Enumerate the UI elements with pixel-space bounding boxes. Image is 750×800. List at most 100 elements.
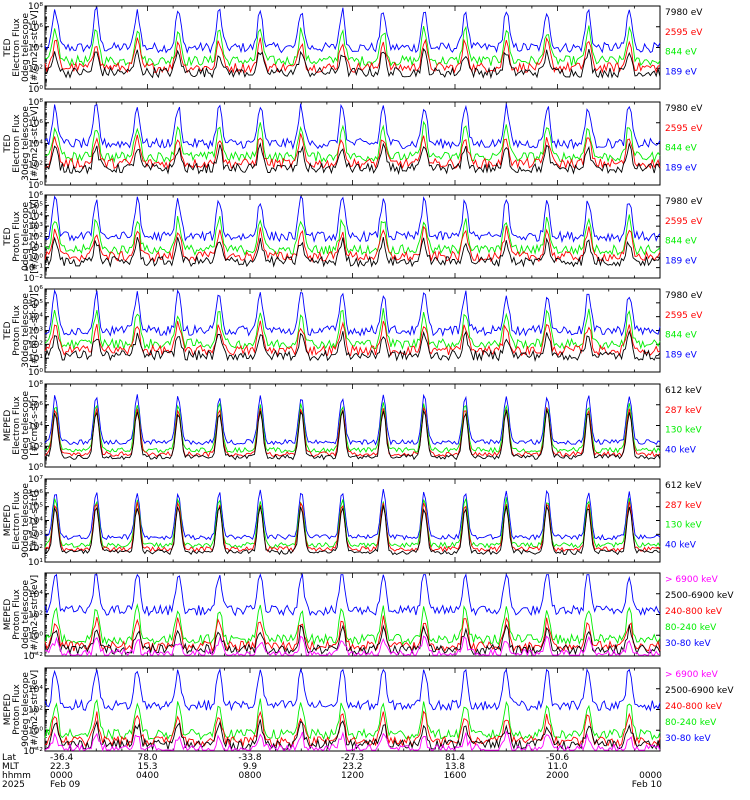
series-trace <box>44 572 661 617</box>
legend-entry: 189 eV <box>665 163 698 173</box>
series-trace <box>44 308 661 351</box>
y-tick-label: 10³ <box>28 530 43 540</box>
y-axis-label-line: 0deg telescope <box>21 202 31 272</box>
y-axis-label-line: [#/cm2-s-str-eV] <box>30 10 40 85</box>
y-axis-label-line: [#/cm2-s-str-keV] <box>30 575 40 654</box>
y-axis-label-line: 0deg telescope <box>21 580 31 650</box>
y-tick-label: 10² <box>28 611 43 621</box>
footer-cell: 1600 <box>444 771 467 781</box>
legend-entry: 844 eV <box>665 144 698 154</box>
legend-entry: 2595 eV <box>665 28 703 38</box>
y-axis-label-line: Proton Flux <box>12 684 22 735</box>
y-tick-label: 10² <box>28 233 43 243</box>
footer-cell: 81.4 <box>445 753 465 763</box>
series-trace <box>44 236 661 268</box>
footer-cell: Feb 10 <box>632 780 663 790</box>
y-axis-label-line: [#/cm2-s-str-eV] <box>30 199 40 274</box>
y-tick-label: 10² <box>28 64 43 74</box>
y-axis-label-line: 90deg telescope <box>21 483 31 558</box>
legend-entry: 2595 eV <box>665 217 703 227</box>
legend-entry: 189 eV <box>665 256 698 266</box>
legend-entry: 2595 eV <box>665 311 703 321</box>
footer-cell: 1200 <box>341 771 364 781</box>
legend-entry: 7980 eV <box>665 104 703 114</box>
legend-entry: 844 eV <box>665 237 698 247</box>
legend-entry: 2500-6900 keV <box>665 686 734 696</box>
y-tick-label: 10⁴ <box>28 422 43 432</box>
y-tick-label: 10² <box>28 160 43 170</box>
footer-cell: 0800 <box>239 771 262 781</box>
panel-8: 10⁻² 10⁰ 10² 10⁴ MEPED Proton Flux 90deg teles… <box>3 667 734 757</box>
y-tick-label: 10⁸ <box>28 380 43 390</box>
legend-entry: 7980 eV <box>665 291 703 301</box>
panel-6: 10¹ 10² 10³ 10⁴ 10⁵ 10⁶ 10⁷ MEPED Electron Flux 9… <box>3 475 702 568</box>
y-axis-label-line: MEPED <box>3 410 13 442</box>
series-trace <box>44 103 661 150</box>
series-trace <box>44 635 661 657</box>
y-tick-label: 10⁰ <box>28 631 43 641</box>
y-tick-label: 10⁷ <box>28 475 43 485</box>
legend-entry: 130 keV <box>665 521 702 531</box>
series-trace <box>44 141 661 176</box>
y-axis-label-line: Proton Flux <box>12 305 22 356</box>
series-trace <box>44 36 661 74</box>
legend-entry: 7980 eV <box>665 197 703 207</box>
series-trace <box>44 195 661 244</box>
footer-cell: 0400 <box>136 771 159 781</box>
series-trace <box>44 329 661 363</box>
series-trace <box>44 668 661 712</box>
series-trace <box>44 225 661 263</box>
legend-entry: 130 keV <box>665 426 702 436</box>
legend-entry: 2500-6900 keV <box>665 591 734 601</box>
legend-entry: 30-80 keV <box>665 734 711 744</box>
y-tick-label: 10³ <box>28 222 43 232</box>
footer-cell: 9.9 <box>243 762 258 772</box>
footer-cell: -33.8 <box>238 753 262 763</box>
footer-row-label: MLT <box>2 762 20 772</box>
y-tick-label: 10⁶ <box>28 285 43 295</box>
y-tick-label: 10⁵ <box>28 503 43 513</box>
series-trace <box>44 320 661 357</box>
footer-row-label: hhmm <box>2 771 31 781</box>
series-trace <box>44 698 661 741</box>
y-axis-label-line: [#/cm2-s-str] <box>30 490 40 550</box>
panel-4: 10⁰ 10¹ 10² 10³ 10⁴ 10⁵ 10⁶ TED Proton Flux 30deg… <box>3 285 703 378</box>
y-tick-label: 10⁸ <box>28 98 43 108</box>
footer-cell: 78.0 <box>137 753 157 763</box>
footer-cell: -50.6 <box>546 753 570 763</box>
legend-entry: 80-240 keV <box>665 718 717 728</box>
y-tick-label: 10⁰ <box>28 181 43 191</box>
y-axis-label-line: [#/cm2-s-str-eV] <box>30 106 40 181</box>
series-trace <box>44 289 661 337</box>
y-tick-label: 10¹ <box>28 354 43 364</box>
y-tick-label: 10⁶ <box>28 489 43 499</box>
y-axis-label-line: Electron Flux <box>12 114 22 173</box>
footer-cell: 11.0 <box>547 762 567 772</box>
y-tick-label: 10³ <box>28 327 43 337</box>
y-tick-label: 10⁴ <box>28 590 43 600</box>
legend-entry: 2595 eV <box>665 124 703 134</box>
y-axis-label-line: Electron Flux <box>12 18 22 77</box>
legend-entry: 844 eV <box>665 331 698 341</box>
series-trace <box>44 730 661 752</box>
y-tick-label: 10⁰ <box>28 726 43 736</box>
y-axis-label-line: Electron Flux <box>12 491 22 550</box>
series-trace <box>44 25 661 68</box>
footer-cell: 15.3 <box>137 762 157 772</box>
footer-cell: -27.3 <box>341 753 364 763</box>
y-axis-label-line: [#/cm2-s-str-keV] <box>30 670 40 749</box>
series-trace <box>44 401 661 454</box>
legend-entry: 7980 eV <box>665 8 703 18</box>
y-tick-label: 10² <box>28 544 43 554</box>
y-axis-label-line: Electron Flux <box>12 396 22 455</box>
legend-entry: 612 keV <box>665 481 702 491</box>
series-trace <box>44 501 661 553</box>
legend-entry: 287 keV <box>665 501 702 511</box>
y-axis-label-line: Proton Flux <box>12 589 22 640</box>
y-axis-label-line: 0deg telescope <box>21 391 31 461</box>
legend-entry: 80-240 keV <box>665 623 717 633</box>
legend-entry: 189 eV <box>665 67 698 77</box>
legend-entry: 240-800 keV <box>665 607 723 617</box>
y-tick-label: 10⁶ <box>28 401 43 411</box>
series-trace <box>44 393 661 446</box>
